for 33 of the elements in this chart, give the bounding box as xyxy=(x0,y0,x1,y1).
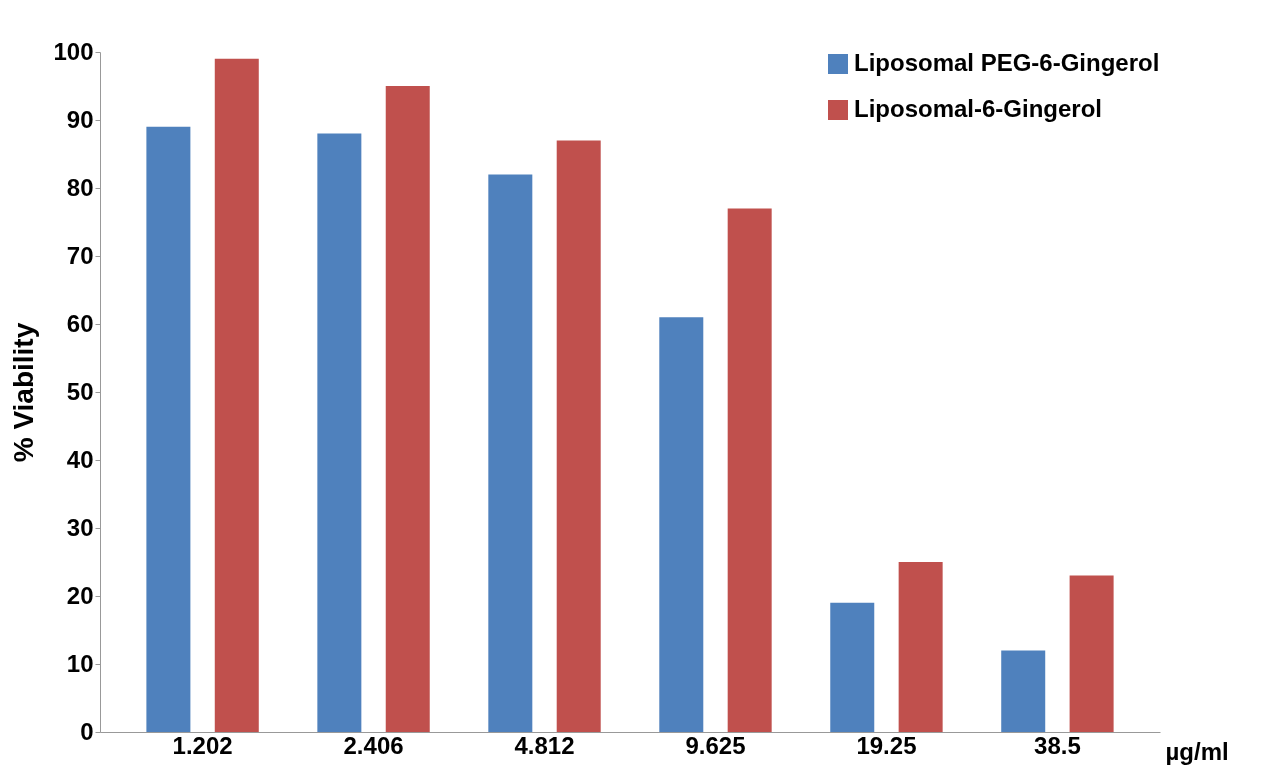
y-tick-label: 80 xyxy=(66,173,94,201)
legend-label: Liposomal-6-Gingerol xyxy=(854,95,1103,122)
y-tick-label: 60 xyxy=(66,309,94,337)
bar xyxy=(1001,650,1046,732)
x-tick-label: 38.5 xyxy=(1034,731,1081,759)
bar xyxy=(830,602,875,732)
y-tick-label: 30 xyxy=(66,513,94,541)
bar xyxy=(556,140,601,732)
x-tick-label: 1.202 xyxy=(172,731,233,759)
y-tick-label: 10 xyxy=(66,649,94,677)
bar xyxy=(214,58,259,732)
legend-label: Liposomal PEG-6-Gingerol xyxy=(854,49,1160,76)
bar xyxy=(727,208,772,732)
y-axis-title: % Viability xyxy=(8,322,40,463)
bar xyxy=(488,174,533,732)
bar xyxy=(146,126,191,732)
bar xyxy=(1069,575,1114,732)
y-tick-label: 20 xyxy=(66,581,94,609)
x-tick-label: 2.406 xyxy=(343,731,404,759)
y-tick-label: 40 xyxy=(66,445,94,473)
y-tick-label: 70 xyxy=(66,241,94,269)
x-axis-title: µg/ml xyxy=(1165,737,1229,765)
y-tick-label: 100 xyxy=(53,37,94,65)
bar xyxy=(317,133,362,732)
y-tick-label: 50 xyxy=(66,377,94,405)
y-tick-label: 90 xyxy=(66,105,94,133)
x-tick-label: 4.812 xyxy=(514,731,575,759)
bar xyxy=(659,317,704,732)
x-tick-label: 9.625 xyxy=(685,731,746,759)
bar xyxy=(898,562,943,732)
x-tick-label: 19.25 xyxy=(856,731,917,759)
y-tick-label: 0 xyxy=(80,717,94,745)
bar xyxy=(385,86,430,732)
